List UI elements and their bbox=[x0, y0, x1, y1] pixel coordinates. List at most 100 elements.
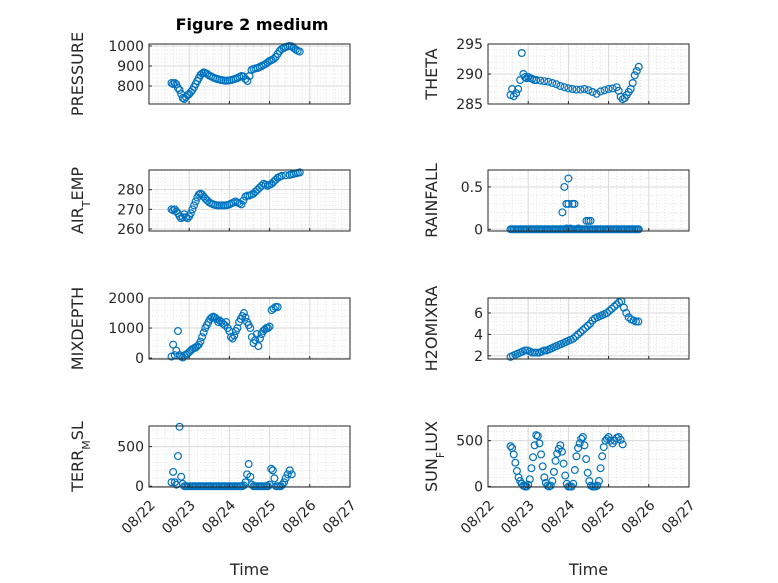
plot-area bbox=[149, 170, 350, 231]
x-tick-label: 08/27 bbox=[659, 497, 699, 537]
plot-area bbox=[149, 426, 350, 487]
data-point bbox=[535, 439, 544, 448]
data-point bbox=[605, 306, 614, 315]
data-point bbox=[540, 346, 549, 355]
data-point bbox=[255, 334, 264, 343]
subplot-8: 0 500 08/22 08/23 08/24 08/25 08/26 08/27 Time SU… bbox=[422, 421, 699, 579]
x-tick-label: 08/25 bbox=[240, 497, 280, 537]
y-axis-label-part: EMP bbox=[68, 167, 87, 201]
data-point bbox=[194, 190, 203, 199]
data-point bbox=[631, 317, 640, 326]
data-point bbox=[520, 346, 529, 355]
data-point bbox=[190, 201, 199, 210]
data-point bbox=[557, 447, 566, 456]
y-axis-label: SUNFLUX bbox=[422, 421, 447, 492]
data-point bbox=[237, 200, 246, 209]
data-point bbox=[277, 171, 286, 180]
data-point bbox=[506, 442, 515, 451]
data-point bbox=[560, 83, 569, 92]
data-point bbox=[604, 84, 613, 93]
data-point bbox=[540, 77, 549, 86]
data-point bbox=[530, 441, 539, 450]
x-tick-label: 08/22 bbox=[458, 497, 498, 537]
y-tick-label: 4 bbox=[474, 327, 483, 343]
data-point bbox=[175, 85, 184, 94]
data-point bbox=[552, 80, 561, 89]
x-tick-label: 08/23 bbox=[498, 497, 538, 537]
data-point bbox=[169, 340, 178, 349]
data-point bbox=[592, 89, 601, 98]
data-point bbox=[584, 86, 593, 95]
y-axis-label: THETA bbox=[422, 48, 441, 100]
y-tick-label: 500 bbox=[456, 434, 483, 450]
data-point bbox=[607, 304, 616, 313]
data-point bbox=[600, 86, 609, 95]
data-point bbox=[239, 309, 248, 318]
data-point bbox=[285, 466, 294, 475]
plot-area bbox=[488, 170, 689, 231]
axes-box bbox=[487, 425, 690, 488]
y-axis-label-subscript: T bbox=[80, 200, 93, 208]
y-axis-label: PRESSURE bbox=[68, 32, 87, 116]
data-point bbox=[622, 308, 631, 317]
data-point bbox=[558, 208, 567, 217]
y-tick-label: 2 bbox=[474, 349, 483, 365]
data-point bbox=[511, 458, 520, 467]
data-point bbox=[551, 456, 560, 465]
data-point bbox=[564, 199, 573, 208]
subplot-1: 800 900 1000 PRESSURE bbox=[68, 32, 351, 116]
x-tick-label: 08/25 bbox=[579, 497, 619, 537]
axes-box bbox=[148, 169, 351, 232]
y-tick-label: 1000 bbox=[108, 321, 144, 337]
data-point bbox=[244, 460, 253, 469]
y-tick-label: 0.5 bbox=[461, 180, 483, 196]
data-point bbox=[537, 450, 546, 459]
data-point bbox=[560, 182, 569, 191]
data-point bbox=[522, 74, 531, 83]
data-point bbox=[616, 435, 625, 444]
data-point bbox=[548, 477, 557, 486]
data-point bbox=[254, 342, 263, 351]
data-point bbox=[270, 474, 279, 483]
x-tick-label: 08/26 bbox=[280, 497, 320, 537]
data-point bbox=[533, 432, 542, 441]
data-point bbox=[634, 62, 643, 71]
data-point bbox=[281, 171, 290, 180]
data-point bbox=[580, 441, 589, 450]
data-point bbox=[527, 464, 536, 473]
data-point bbox=[203, 69, 212, 78]
data-point bbox=[529, 453, 538, 462]
data-point bbox=[533, 348, 542, 357]
data-point bbox=[540, 473, 549, 482]
data-point bbox=[549, 467, 558, 476]
data-point bbox=[188, 205, 197, 214]
y-axis-label-part: AIR bbox=[68, 207, 87, 234]
data-point bbox=[532, 75, 541, 84]
data-point bbox=[169, 79, 178, 88]
data-point bbox=[618, 440, 627, 449]
data-point bbox=[553, 449, 562, 458]
data-point bbox=[198, 333, 207, 342]
data-point bbox=[508, 84, 517, 93]
data-point bbox=[196, 337, 205, 346]
x-tick-label: 08/26 bbox=[619, 497, 659, 537]
data-point bbox=[241, 313, 250, 322]
data-point bbox=[578, 326, 587, 335]
data-point bbox=[581, 323, 590, 332]
data-point bbox=[559, 459, 568, 468]
data-point bbox=[593, 481, 602, 490]
data-point bbox=[186, 209, 195, 218]
data-point bbox=[634, 317, 643, 326]
data-point bbox=[576, 328, 585, 337]
x-axis-label: Time bbox=[229, 560, 269, 579]
y-axis-label: AIRTEMP bbox=[68, 167, 93, 234]
data-point bbox=[588, 87, 597, 96]
subplot-7: 0 500 08/22 08/23 08/24 08/25 08/26 08/27 Time TE… bbox=[68, 421, 360, 579]
y-axis-label-part: SL bbox=[68, 421, 87, 440]
x-tick-label: 08/27 bbox=[320, 497, 360, 537]
y-tick-label: 0 bbox=[135, 479, 144, 495]
figure-title: Figure 2 medium bbox=[176, 15, 329, 34]
data-point bbox=[269, 54, 278, 63]
data-point bbox=[583, 468, 592, 477]
